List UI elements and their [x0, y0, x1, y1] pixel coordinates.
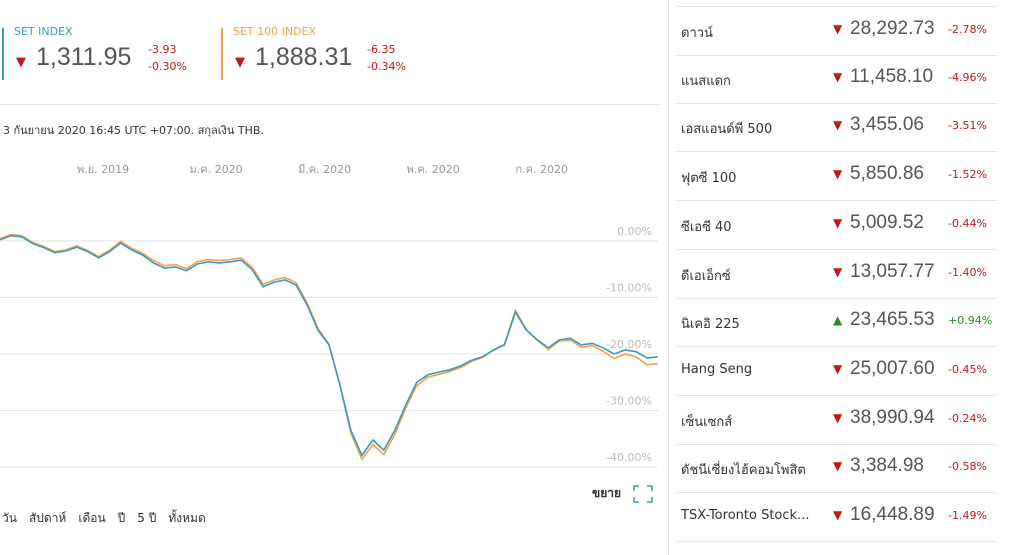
- arrow: ▼: [833, 459, 843, 474]
- market-row[interactable]: ดีเอเอ็กซ์ ▼ 13,057.77 -1.40%: [676, 250, 997, 299]
- market-value: 16,448.89: [850, 504, 935, 525]
- market-value: 5,009.52: [850, 211, 924, 233]
- y-tick-label: -40.00%: [606, 451, 652, 464]
- index-change: -3.93: [148, 43, 177, 56]
- market-row[interactable]: เอสแอนด์พี 500 ▼ 3,455.06 -3.51%: [676, 103, 997, 153]
- market-name: แนสแดก: [681, 73, 731, 89]
- range-link[interactable]: 5 ปี: [137, 511, 157, 525]
- accent: [2, 28, 4, 80]
- arrow: ▼: [833, 118, 843, 133]
- expand-button[interactable]: ขยาย: [592, 484, 653, 503]
- x-tick-label: ก.ค. 2020: [515, 163, 568, 176]
- market-row[interactable]: นิเคอิ 225 ▲ 23,465.53 +0.94%: [676, 298, 997, 348]
- market-value: 28,292.73: [850, 18, 935, 39]
- index-value: 1,888.31: [255, 43, 353, 71]
- market-name: ฟุตซี 100: [681, 171, 737, 187]
- market-value: 13,057.77: [850, 260, 935, 282]
- arrow: ▼: [833, 361, 843, 376]
- market-percent: -2.78%: [948, 23, 987, 36]
- arrow: ▼: [833, 69, 843, 84]
- expand-icon[interactable]: [633, 484, 653, 503]
- divider: [668, 0, 669, 555]
- accent: [221, 28, 223, 80]
- market-row[interactable]: TSX-Toronto Stock... ▼ 16,448.89 -1.49%: [676, 493, 997, 542]
- y-tick-label: -30.00%: [606, 395, 652, 408]
- y-tick-label: -20.00%: [606, 338, 652, 351]
- range-link[interactable]: สัปดาห์: [28, 511, 67, 525]
- market-value: 23,465.53: [850, 309, 935, 331]
- divider: [0, 104, 660, 105]
- market-value: 5,850.86: [850, 163, 924, 185]
- arrow: ▼: [16, 55, 26, 70]
- x-tick-label: ม.ค. 2020: [189, 163, 242, 176]
- market-name: Hang Seng: [681, 361, 753, 377]
- range-link[interactable]: เดือน: [78, 511, 106, 525]
- series-line: [0, 234, 659, 457]
- x-tick-label: มี.ค. 2020: [298, 163, 351, 176]
- market-value: 11,458.10: [850, 65, 934, 87]
- arrow: ▼: [833, 22, 843, 36]
- market-value: 38,990.94: [850, 406, 935, 428]
- arrow: ▼: [833, 508, 843, 522]
- y-tick-label: -10.00%: [606, 281, 652, 294]
- expand-label[interactable]: ขยาย: [592, 486, 622, 500]
- market-name: TSX-Toronto Stock...: [681, 508, 810, 523]
- market-name: เซ็นเซกส์: [681, 414, 733, 430]
- market-name: ซีเอซี 40: [681, 219, 732, 235]
- index-name: SET INDEX: [14, 25, 73, 38]
- y-tick-label: 0.00%: [617, 225, 652, 238]
- market-value: 25,007.60: [850, 357, 935, 379]
- market-percent: -0.24%: [948, 411, 987, 425]
- market-percent: -0.58%: [948, 460, 987, 474]
- market-percent: -3.51%: [948, 119, 987, 133]
- index-value: 1,311.95: [36, 43, 132, 71]
- market-name: ดีเอเอ็กซ์: [681, 268, 731, 284]
- market-value: 3,384.98: [850, 455, 924, 477]
- arrow: ▲: [833, 313, 843, 328]
- market-percent: -1.52%: [948, 168, 987, 182]
- market-percent: +0.94%: [948, 314, 993, 328]
- note: 3 กันยายน 2020 16:45 UTC +07:00. สกุลเงิ…: [3, 124, 264, 137]
- arrow: ▼: [833, 167, 843, 182]
- market-percent: -0.44%: [948, 216, 987, 230]
- market-row[interactable]: ดัชนีเซี่ยงไฮ้คอมโพสิต ▼ 3,384.98 -0.58%: [676, 444, 997, 494]
- market-row[interactable]: ฟุตซี 100 ▼ 5,850.86 -1.52%: [676, 152, 997, 202]
- market-name: ดาวน์: [681, 26, 713, 41]
- arrow: ▼: [833, 215, 843, 230]
- range-link[interactable]: ปี: [117, 511, 126, 525]
- market-percent: -0.45%: [948, 362, 987, 376]
- market-row[interactable]: Hang Seng ▼ 25,007.60 -0.45%: [676, 347, 997, 396]
- index-name: SET 100 INDEX: [233, 25, 317, 38]
- market-percent: -1.49%: [948, 509, 987, 522]
- index-percent: -0.30%: [148, 60, 187, 73]
- market-percent: -1.40%: [948, 265, 987, 279]
- arrow: ▼: [833, 264, 843, 279]
- index-change: -6.35: [367, 43, 396, 56]
- index-percent: -0.34%: [367, 60, 406, 73]
- x-tick-label: พ.ย. 2019: [77, 163, 129, 176]
- market-row[interactable]: ซีเอซี 40 ▼ 5,009.52 -0.44%: [676, 201, 997, 250]
- range-link[interactable]: วัน: [2, 511, 17, 525]
- market-row[interactable]: แนสแดก ▼ 11,458.10 -4.96%: [676, 55, 997, 104]
- market-name: ดัชนีเซี่ยงไฮ้คอมโพสิต: [681, 463, 806, 479]
- x-tick-label: พ.ค. 2020: [407, 163, 460, 176]
- arrow: ▼: [235, 55, 245, 70]
- range-link[interactable]: ทั้งหมด: [168, 511, 206, 525]
- market-row[interactable]: ดาวน์ ▼ 28,292.73 -2.78%: [676, 6, 997, 56]
- arrow: ▼: [833, 410, 843, 425]
- market-row[interactable]: เซ็นเซกส์ ▼ 38,990.94 -0.24%: [676, 396, 997, 445]
- market-name: เอสแอนด์พี 500: [681, 122, 773, 138]
- market-percent: -4.96%: [948, 70, 987, 84]
- market-value: 3,455.06: [850, 114, 924, 136]
- chart: พ.ย. 2019 ม.ค. 2020 มี.ค. 2020 พ.ค. 2020 ก.ค…: [0, 163, 659, 468]
- range-links: วัน สัปดาห์ เดือน ปี 5 ปี ทั้งหมด: [2, 507, 218, 528]
- market-name: นิเคอิ 225: [681, 317, 740, 333]
